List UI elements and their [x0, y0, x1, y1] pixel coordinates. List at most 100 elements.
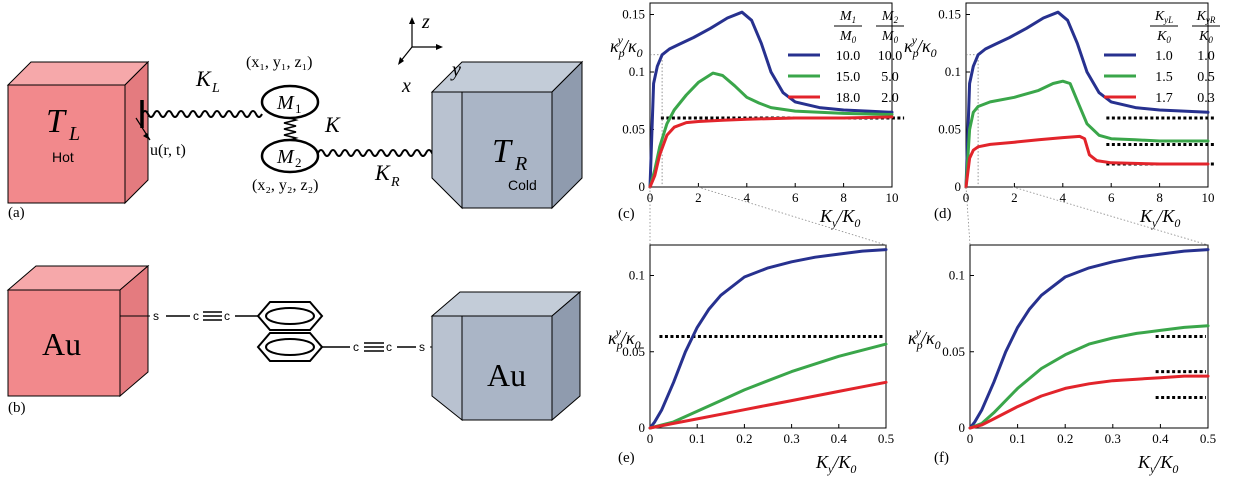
left-spring	[141, 110, 263, 118]
gold-right-block: Au	[430, 290, 582, 422]
svg-text:c: c	[193, 309, 199, 323]
legend-value: 15.0	[836, 70, 861, 85]
gold-left-block: Au	[6, 264, 150, 398]
middle-spring	[283, 117, 299, 141]
svg-text:c: c	[386, 340, 392, 354]
x-tick-label: 4	[744, 190, 751, 205]
y-tick-label: 0.05	[622, 122, 645, 137]
series-line-green	[968, 324, 1210, 430]
plot-frame	[969, 244, 1209, 429]
panel-a-schematic: T L Hot u(r, t) K L M 1 (x₁, y₁, z₁) K	[6, 11, 584, 221]
y-tick-label: 0.05	[942, 344, 965, 359]
legend-value: 18.0	[836, 91, 861, 106]
y-axis-label: κpy/κ0	[610, 33, 643, 60]
cold-reservoir-sub: R	[514, 153, 527, 175]
zoom-marker	[650, 54, 663, 187]
y-tick-label: 0	[639, 179, 646, 194]
x-tick-label: 2	[1011, 190, 1018, 205]
legend: KyL K0 KyR K0 1.0 1.0 1.5 0.5 1.7 0.3	[1104, 9, 1220, 106]
series-line-blue	[964, 10, 1210, 189]
series-line-green	[648, 342, 888, 430]
panel-b-schematic: Au s c c c c s	[6, 264, 582, 422]
y-tick-label: 0.05	[938, 122, 961, 137]
legend-header-denominator: M0	[881, 29, 899, 45]
x-tick-label: 0.5	[1200, 431, 1216, 446]
mass-2-coords: (x₂, y₂, z₂)	[252, 177, 319, 194]
y-tick-label: 0.1	[629, 268, 645, 283]
svg-text:L: L	[211, 81, 220, 96]
zoom-connectors	[649, 186, 1209, 246]
legend-header-denominator: K0	[1156, 29, 1171, 45]
legend-header-numerator: KyR	[1196, 9, 1216, 25]
x-tick-label: 0.4	[1152, 431, 1169, 446]
legend-value: 1.0	[1155, 49, 1173, 64]
mass-1: M 1	[260, 84, 320, 120]
mass-2: M 2	[260, 138, 320, 174]
svg-text:M: M	[276, 92, 295, 114]
x-axis-label: Ky/K0	[819, 206, 860, 230]
molecule-upper: s c c	[120, 301, 324, 331]
legend-header-denominator: K0	[1198, 29, 1213, 45]
series-line-blue	[648, 248, 888, 430]
series-line-blue	[968, 248, 1210, 430]
panel-tag: (d)	[934, 206, 952, 222]
cold-reservoir-symbol: T	[492, 133, 513, 170]
svg-text:c: c	[353, 340, 359, 354]
hot-reservoir-sub: L	[68, 123, 80, 145]
x-tick-label: 0.4	[831, 431, 848, 446]
legend-header-numerator: M2	[881, 9, 899, 25]
x-tick-label: 0.2	[1057, 431, 1073, 446]
x-axis-label: Ky/K0	[1139, 206, 1180, 230]
y-tick-label: 0	[639, 420, 646, 435]
series-line-red	[648, 380, 888, 430]
legend-value: 1.0	[1197, 49, 1215, 64]
series-line-red	[968, 374, 1210, 430]
left-spring-label: K L	[195, 66, 220, 96]
legend-value: 1.7	[1155, 91, 1173, 106]
coordinate-axes: z x y	[398, 11, 461, 97]
x-tick-label: 10	[886, 190, 899, 205]
right-spring	[317, 149, 439, 157]
panel-a-tag: (a)	[8, 205, 25, 221]
displacement-label: u(r, t)	[150, 142, 186, 159]
series-line-red	[648, 115, 894, 189]
x-tick-label: 0.1	[689, 431, 705, 446]
hot-label: Hot	[52, 149, 74, 165]
x-tick-label: 6	[1108, 190, 1115, 205]
middle-spring-label: K	[324, 112, 341, 137]
axis-x-label: x	[401, 75, 411, 97]
legend-header-numerator: KyL	[1154, 9, 1173, 25]
x-tick-label: 0.2	[736, 431, 752, 446]
gold-right-label: Au	[487, 357, 526, 393]
svg-text:R: R	[390, 175, 400, 190]
x-tick-label: 8	[1156, 190, 1163, 205]
svg-text:s: s	[419, 340, 425, 354]
plot-frame	[965, 2, 1209, 188]
hot-reservoir-symbol: T	[46, 103, 67, 140]
x-tick-label: 0.3	[1105, 431, 1121, 446]
svg-text:s: s	[153, 309, 159, 323]
x-axis-label: Ky/K0	[815, 452, 856, 476]
series-line-blue	[648, 10, 894, 189]
gold-left-label: Au	[42, 326, 81, 362]
legend-value: 0.5	[1197, 70, 1215, 85]
svg-text:2: 2	[295, 155, 302, 170]
legend-value: 10.0	[836, 49, 861, 64]
displacement-arrow: u(r, t)	[135, 117, 186, 159]
x-tick-label: 0	[647, 431, 654, 446]
y-tick-label: 0.1	[945, 64, 961, 79]
cold-reservoir: T R Cold	[430, 60, 584, 210]
legend-value: 0.3	[1197, 91, 1215, 106]
right-spring-label: K R	[374, 160, 400, 190]
svg-text:1: 1	[295, 101, 302, 116]
svg-text:K: K	[374, 160, 391, 185]
legend-value: 1.5	[1155, 70, 1173, 85]
cold-label: Cold	[508, 177, 537, 193]
x-tick-label: 0	[963, 190, 970, 205]
zoom-marker	[966, 54, 979, 187]
x-tick-label: 0.1	[1009, 431, 1025, 446]
x-tick-label: 10	[1202, 190, 1215, 205]
x-tick-label: 0.5	[878, 431, 894, 446]
panel-f-chart: 0 0.1 0.2 0.3 0.4 0.5 0 0.05 0.1 (f) Ky/K0 κpy/κ0	[908, 244, 1216, 476]
